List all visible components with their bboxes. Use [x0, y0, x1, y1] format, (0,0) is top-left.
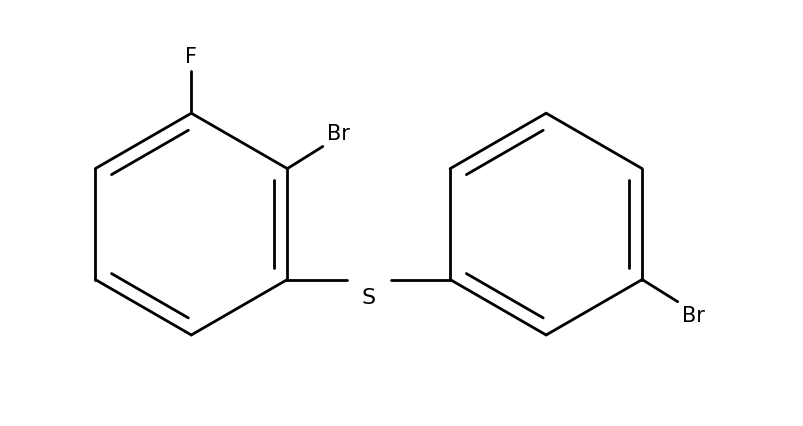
Text: S: S [361, 288, 375, 308]
Text: Br: Br [681, 306, 704, 326]
Text: F: F [185, 46, 197, 66]
Text: Br: Br [327, 124, 349, 144]
